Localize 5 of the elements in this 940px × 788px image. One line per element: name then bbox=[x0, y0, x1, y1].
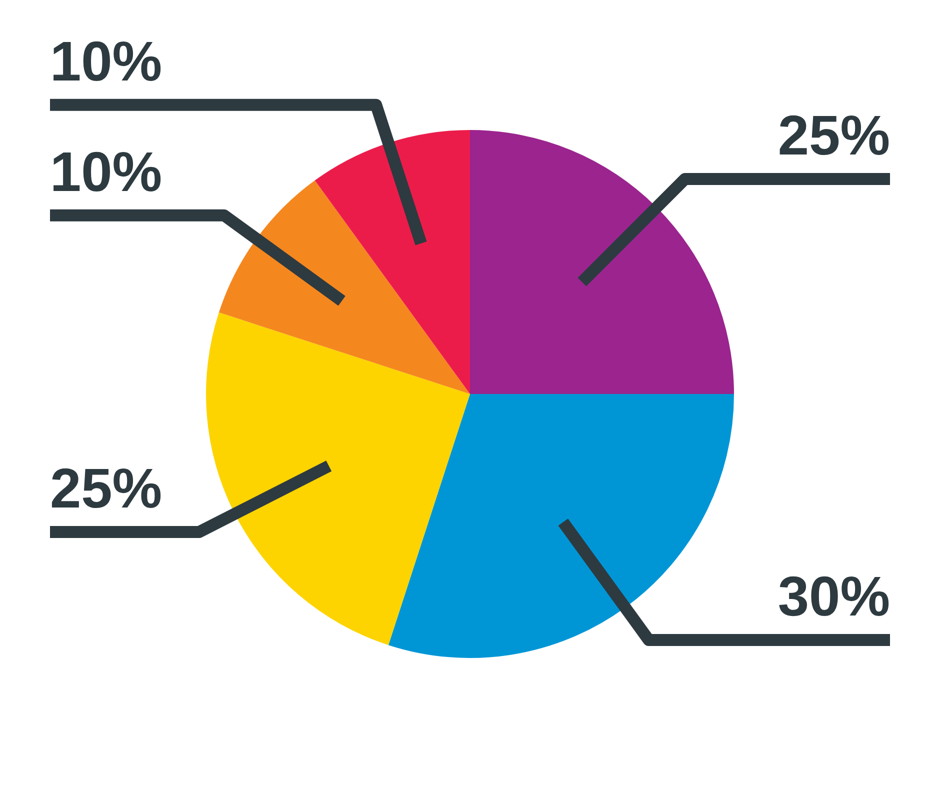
data-label: 25% bbox=[50, 456, 162, 520]
data-label: 30% bbox=[778, 564, 890, 628]
data-label: 10% bbox=[50, 140, 162, 203]
data-label: 25% bbox=[778, 103, 890, 166]
data-label: 10% bbox=[50, 29, 162, 92]
